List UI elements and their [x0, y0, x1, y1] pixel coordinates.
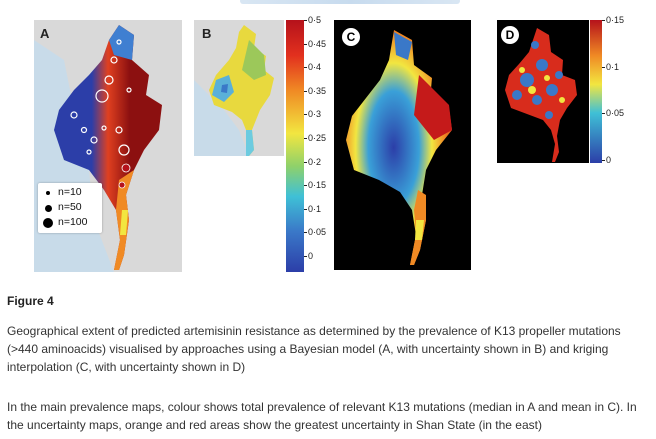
prevalence-scale-tick-label: 0: [303, 251, 314, 261]
uncertainty-scale-tick-label: 0: [601, 155, 612, 165]
prevalence-scale-tick-label: 0·45: [303, 38, 327, 49]
size-dot-small-icon: [46, 191, 50, 195]
figure-caption-detail: In the main prevalence maps, colour show…: [7, 400, 637, 432]
panel-d-letter: D: [501, 26, 519, 44]
colour-scale-bar: [286, 20, 304, 272]
map-panel-a: A: [34, 20, 182, 272]
map-panel-b: B: [194, 20, 284, 156]
sample-size-legend: n=10 n=50 n=100: [38, 183, 102, 233]
map-panel-d: D: [497, 20, 589, 163]
prevalence-scale-tick-label: 0·2: [303, 156, 322, 167]
prevalence-scale-tick-label: 0·1: [303, 203, 322, 214]
panel-a-letter: A: [40, 26, 50, 41]
panel-b-letter: B: [202, 26, 212, 41]
size-dot-medium-icon: [45, 204, 52, 212]
map-a-graphic: [34, 20, 182, 272]
panel-c-letter: C: [342, 28, 360, 46]
prevalence-scale-tick-label: 0·05: [303, 227, 327, 238]
uncertainty-scale-tick-label: 0·1: [601, 61, 620, 72]
figure-label: Figure 4: [7, 294, 54, 308]
uncertainty-scale-tick-label: 0·05: [601, 108, 625, 119]
map-panel-c: C: [334, 20, 471, 270]
prevalence-scale-tick-label: 0·4: [303, 62, 322, 73]
uncertainty-scale-tick-label: 0·15: [601, 15, 625, 25]
size-dot-large-icon: [43, 218, 53, 228]
prevalence-scale-tick-label: 0·3: [303, 109, 322, 120]
map-d-graphic: [505, 28, 577, 162]
prevalence-scale-tick-label: 0·5: [303, 15, 322, 25]
prevalence-scale-tick-label: 0·25: [303, 133, 327, 143]
cropped-header-strip: [0, 0, 656, 10]
prevalence-scale-tick-label: 0·15: [303, 180, 327, 191]
prevalence-scale-tick-label: 0·35: [303, 85, 327, 96]
map-b-graphic: [194, 20, 284, 156]
uncertainty-scale-bar: [590, 20, 602, 163]
map-c-graphic: [346, 30, 452, 265]
figure-caption: Geographical extent of predicted artemis…: [7, 324, 621, 374]
